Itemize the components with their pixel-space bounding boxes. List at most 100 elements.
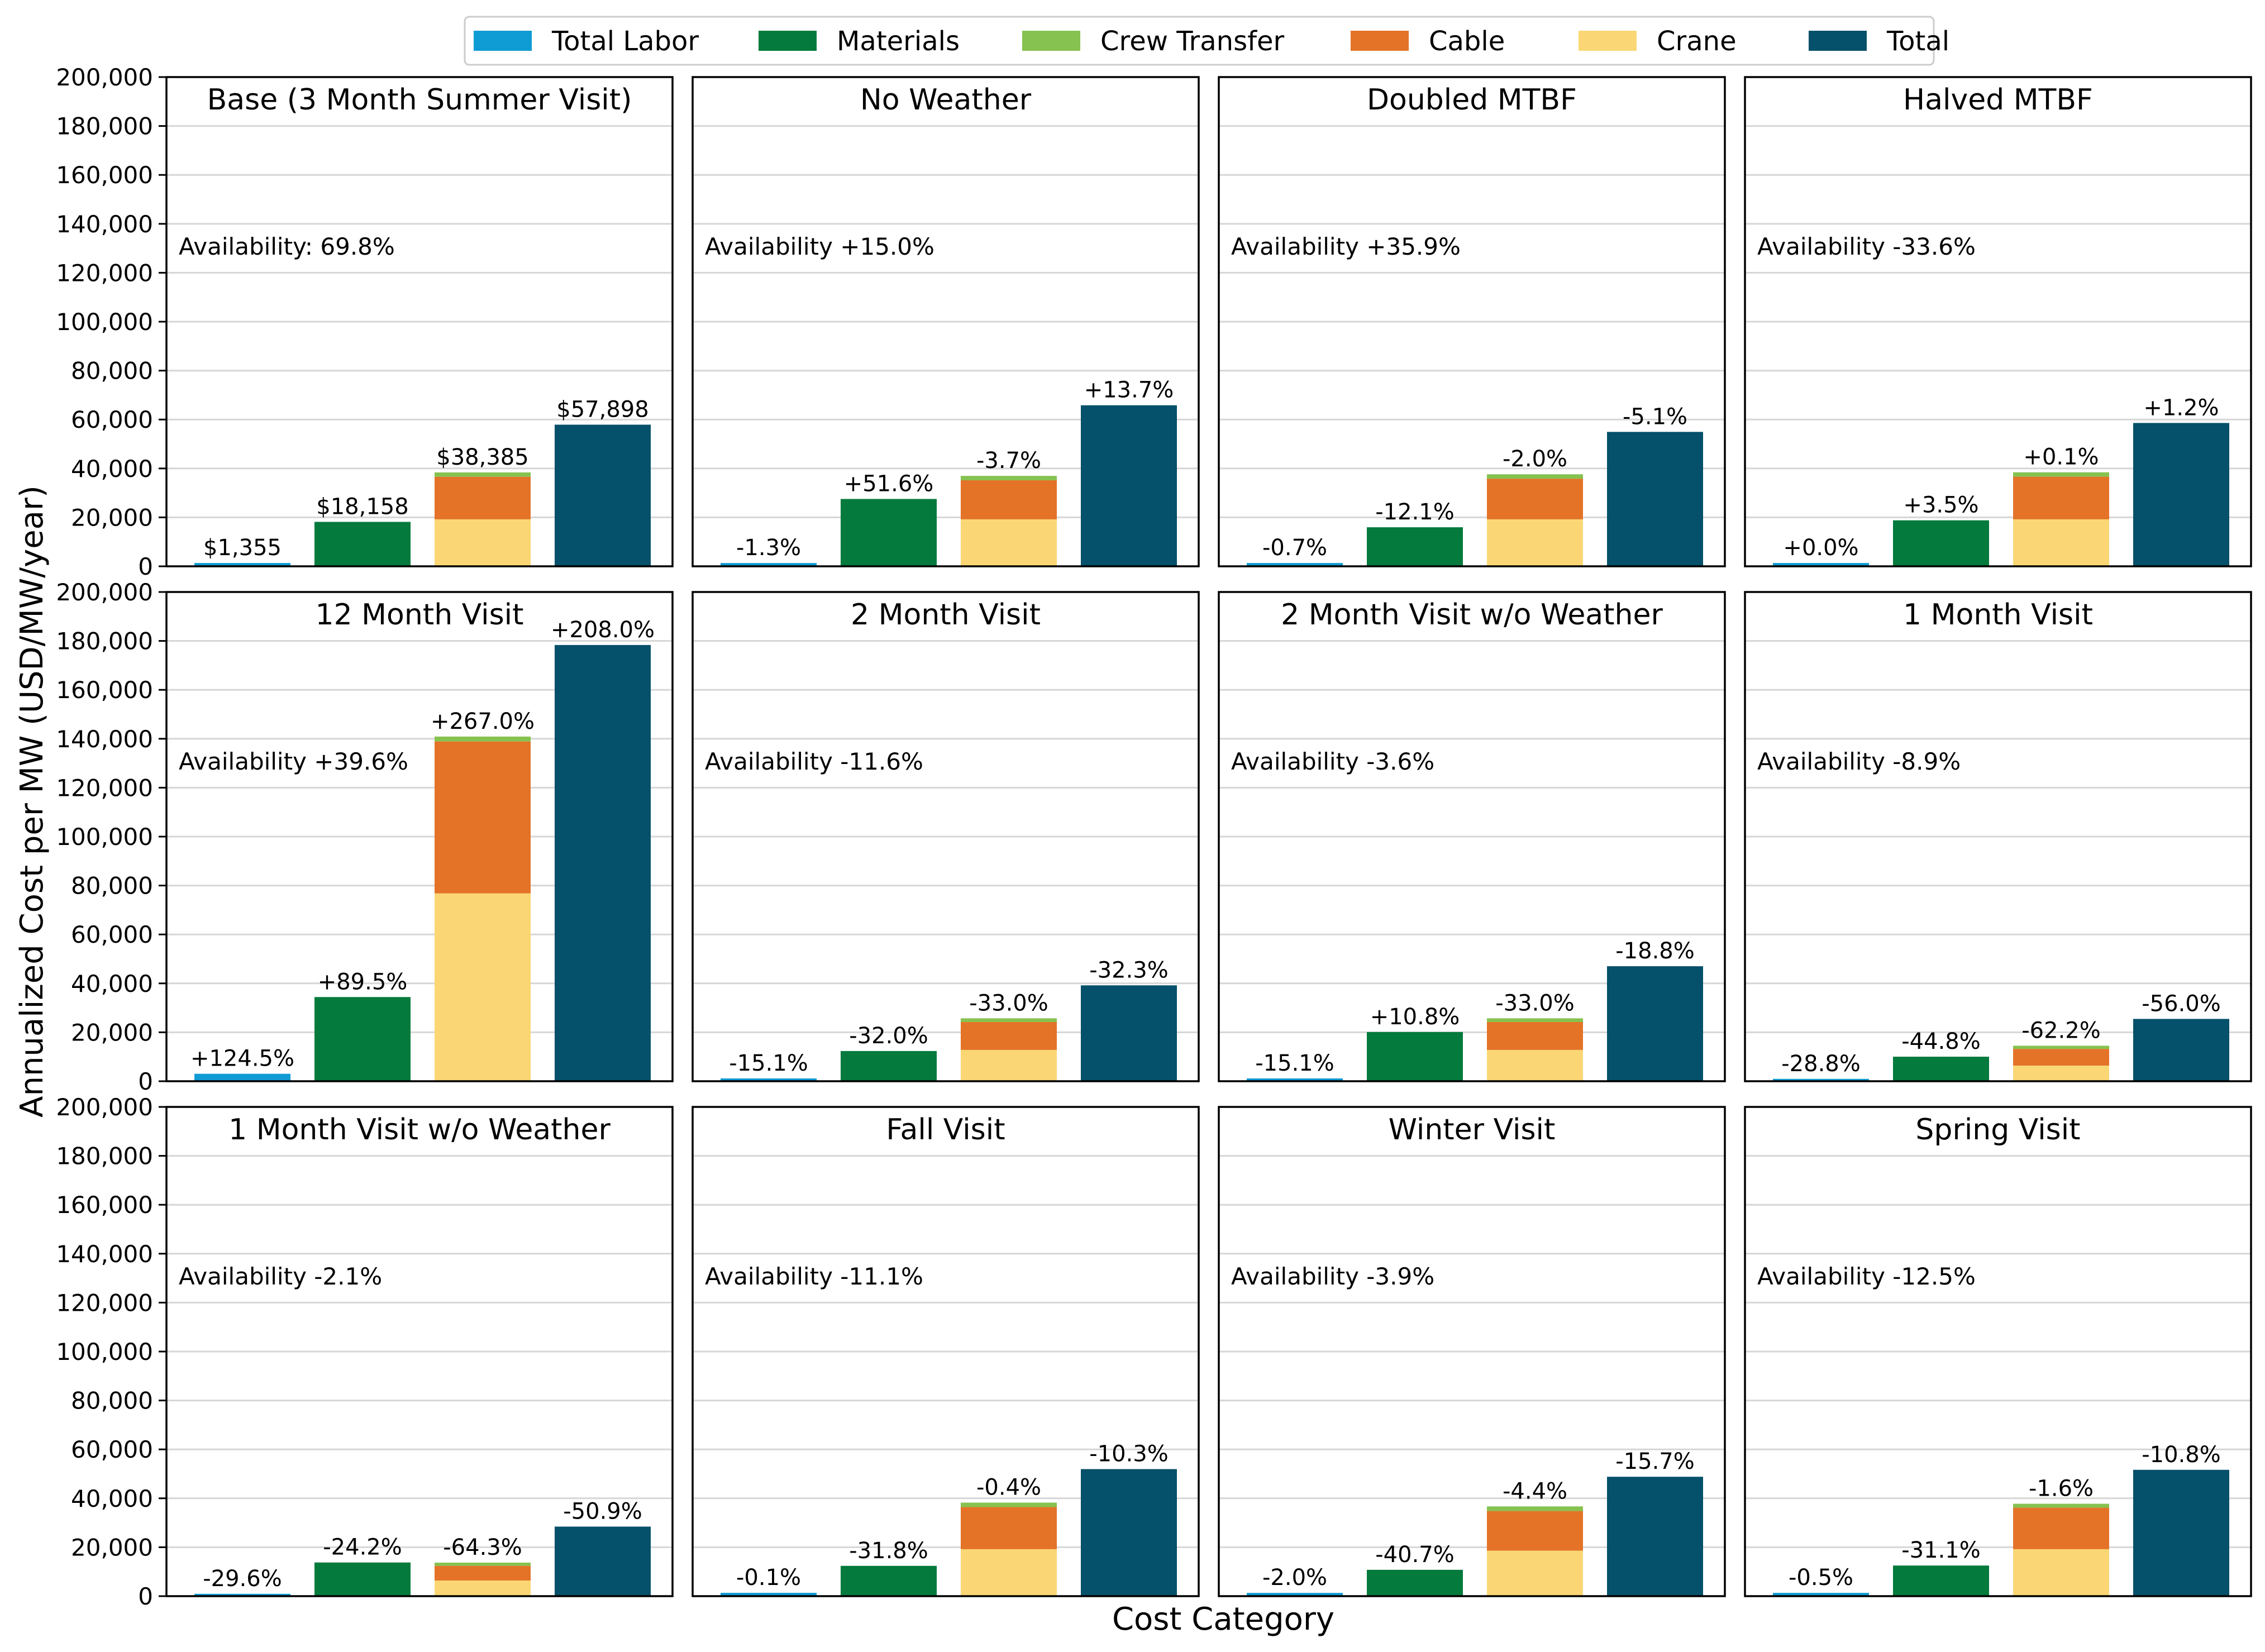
bar-total xyxy=(555,1526,651,1596)
bar-crane xyxy=(2013,1065,2109,1081)
y-tick-label: 0 xyxy=(138,1583,153,1610)
data-label: -5.1% xyxy=(1623,404,1687,429)
bar-total xyxy=(2133,423,2229,566)
y-axis-label: Annualized Cost per MW (USD/MW/year) xyxy=(14,485,50,1118)
panel-frame xyxy=(692,76,1200,567)
bar-total-labor xyxy=(1247,563,1343,566)
data-label: -2.0% xyxy=(1503,446,1567,472)
panel-title: 2 Month Visit xyxy=(851,598,1041,632)
data-label: -0.5% xyxy=(1789,1565,1853,1591)
bar-total xyxy=(555,644,651,1081)
panel-title: Spring Visit xyxy=(1915,1113,2080,1147)
legend-swatch-materials xyxy=(759,31,817,51)
y-tick-label: 20,000 xyxy=(71,1534,153,1561)
bar-crew-transfer xyxy=(2013,1503,2109,1508)
panel-title: 1 Month Visit xyxy=(1903,598,2093,632)
bar-crew-transfer xyxy=(1487,474,1583,479)
bar-cable xyxy=(961,1021,1057,1050)
data-label: +0.1% xyxy=(2023,445,2099,470)
bar-total-labor xyxy=(721,563,817,566)
legend-label-crane: Crane xyxy=(1657,26,1737,57)
y-tick-label: 80,000 xyxy=(71,872,153,900)
bar-materials xyxy=(1893,520,1989,566)
panel-frame xyxy=(692,1106,1200,1597)
panel-title: 12 Month Visit xyxy=(315,598,523,632)
panel-frame xyxy=(692,591,1200,1082)
data-label: -1.6% xyxy=(2029,1476,2094,1502)
data-label: $18,158 xyxy=(316,494,408,519)
data-label: -44.8% xyxy=(1901,1029,1981,1054)
data-label: -4.4% xyxy=(1503,1478,1567,1504)
bar-crew-transfer xyxy=(435,472,531,477)
bar-cable xyxy=(435,476,531,519)
bar-total xyxy=(1081,405,1177,566)
bar-crane xyxy=(435,893,531,1081)
bar-cable xyxy=(961,480,1057,519)
bar-total-labor xyxy=(1773,563,1869,566)
y-tick-label: 20,000 xyxy=(71,1019,153,1046)
bar-crane xyxy=(2013,519,2109,566)
panel-7: -15.1% +10.8% -33.0% -18.8% 2 Month Visit w/… xyxy=(1218,591,1726,1082)
data-label: -15.1% xyxy=(729,1051,808,1076)
data-label: +3.5% xyxy=(1903,493,1978,518)
y-tick-label: 140,000 xyxy=(56,1240,153,1268)
bar-cable xyxy=(2013,1507,2109,1549)
legend-swatch-cable xyxy=(1351,31,1409,51)
data-label: -28.8% xyxy=(1781,1051,1861,1077)
bar-materials xyxy=(314,1562,411,1596)
availability-annotation: Availability -11.1% xyxy=(705,1263,923,1290)
panel-frame xyxy=(1744,76,2252,567)
data-label: +89.5% xyxy=(318,969,408,995)
data-label: +124.5% xyxy=(190,1046,294,1072)
panel-9: 0 20,000 40,000 60,000 80,000 100,000 120,000 1… xyxy=(56,1094,674,1610)
bar-crane xyxy=(1487,1550,1583,1596)
bar-cable xyxy=(2013,1049,2109,1066)
y-tick-label: 160,000 xyxy=(56,161,153,189)
bar-crew-transfer xyxy=(961,476,1057,480)
availability-annotation: Availability: 69.8% xyxy=(179,233,395,260)
panel-frame xyxy=(1744,591,2252,1082)
bar-cable xyxy=(2013,476,2109,519)
panel-11: -2.0% -40.7% -4.4% -15.7% Winter Visit Availa… xyxy=(1218,1106,1726,1597)
bar-total xyxy=(1607,432,1703,566)
bar-materials xyxy=(841,1051,937,1081)
data-label: +13.7% xyxy=(1084,378,1174,403)
y-tick-label: 120,000 xyxy=(56,259,153,287)
legend-swatch-crew xyxy=(1022,31,1080,51)
bar-crew-transfer xyxy=(2013,1045,2109,1049)
y-tick-label: 0 xyxy=(138,1068,153,1095)
legend: Total Labor Materials Crew Transfer Cable Cr… xyxy=(464,16,1949,66)
bar-total xyxy=(555,424,651,566)
bar-materials xyxy=(1893,1057,1989,1081)
y-tick-label: 40,000 xyxy=(71,455,153,483)
bar-total xyxy=(1081,1469,1177,1596)
panel-title: Fall Visit xyxy=(886,1113,1005,1147)
legend-label-materials: Materials xyxy=(837,26,960,57)
panel-frame xyxy=(1744,1106,2252,1597)
bar-materials xyxy=(1367,1032,1463,1081)
bar-total xyxy=(2133,1019,2229,1081)
bar-materials xyxy=(841,1565,937,1596)
availability-annotation: Availability -3.9% xyxy=(1231,1263,1434,1290)
availability-annotation: Availability -33.6% xyxy=(1757,233,1976,260)
availability-annotation: Availability -3.6% xyxy=(1231,748,1434,775)
data-label: -50.9% xyxy=(563,1498,642,1524)
panel-title: Winter Visit xyxy=(1389,1113,1556,1147)
bar-materials xyxy=(1367,1569,1463,1596)
bar-crane xyxy=(435,1580,531,1596)
availability-annotation: Availability +15.0% xyxy=(705,233,934,260)
panel-2: -1.3% +51.6% -3.7% +13.7% No Weather Availabi… xyxy=(692,76,1200,567)
data-label: -0.1% xyxy=(736,1565,801,1591)
availability-annotation: Availability -12.5% xyxy=(1757,1263,1976,1290)
panel-4: +0.0% +3.5% +0.1% +1.2% Halved MTBF Availabil… xyxy=(1744,76,2252,567)
bar-cable xyxy=(1487,1021,1583,1050)
y-tick-label: 140,000 xyxy=(56,725,153,753)
data-label: -15.1% xyxy=(1255,1051,1334,1076)
y-tick-label: 40,000 xyxy=(71,970,153,997)
data-label: -31.1% xyxy=(1901,1538,1981,1563)
bar-crane xyxy=(2013,1549,2109,1596)
y-tick-label: 200,000 xyxy=(56,64,153,91)
panel-12: -0.5% -31.1% -1.6% -10.8% Spring Visit Availa… xyxy=(1744,1106,2252,1597)
availability-annotation: Availability +39.6% xyxy=(179,748,408,775)
